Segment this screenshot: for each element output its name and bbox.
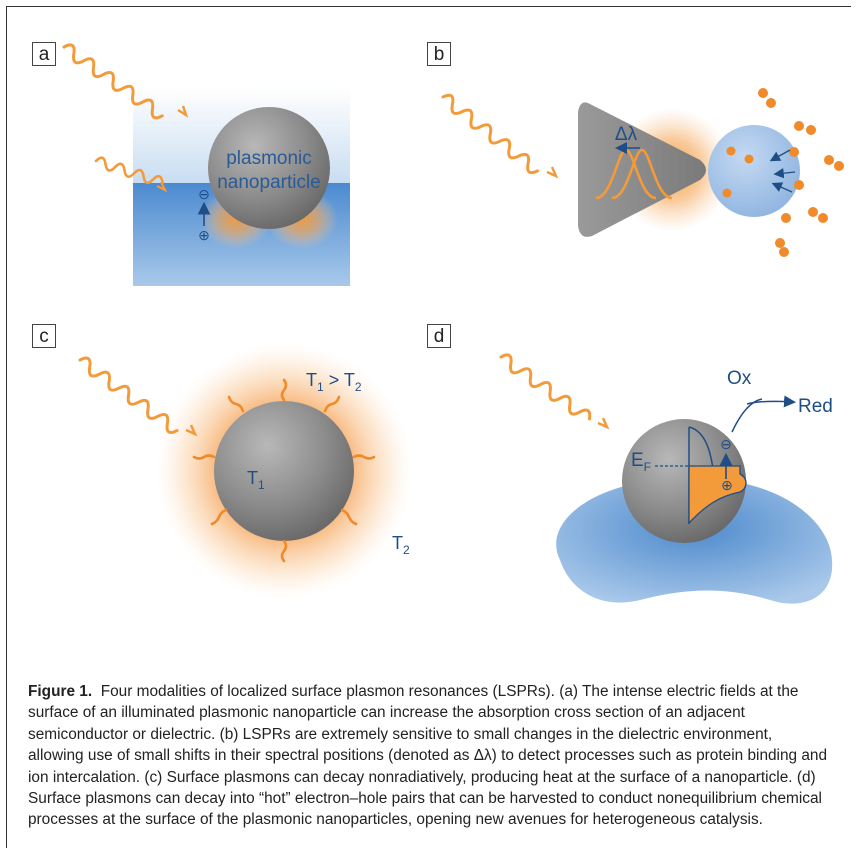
heat-squiggle-icon [340, 508, 358, 526]
heat-emission-arrows [192, 378, 376, 563]
heat-squiggle-icon [192, 454, 216, 460]
light-wave-small-arrowhead-icon [156, 181, 168, 193]
redox-arrow [746, 395, 796, 408]
electron-icon: ⊖ [198, 186, 210, 202]
filled-states [688, 465, 747, 525]
heat-squiggle-icon [227, 395, 245, 413]
binding-arrow [769, 149, 791, 162]
heat-squiggle-icon [323, 395, 341, 413]
binding-arrow [771, 182, 793, 193]
light-wave-icon [499, 353, 592, 421]
plasmonic-nanoparticle [208, 107, 330, 229]
temperature-relation: T1 > T2 [306, 370, 362, 394]
molecule-dot [722, 188, 732, 198]
particle-label-line1: plasmonic [226, 148, 312, 169]
oxidized-species-label: Ox [727, 368, 752, 389]
light-wave-icon [441, 93, 540, 175]
reduced-species-label: Red [798, 396, 833, 417]
light-wave-arrowhead-icon [597, 417, 610, 430]
molecule-dot [808, 207, 818, 217]
dielectric-environment [708, 125, 800, 217]
molecule-dot [744, 154, 754, 164]
panel-label-a: a [32, 42, 56, 66]
panel-b: Δλ [441, 88, 844, 257]
panel-label-c: c [32, 324, 56, 348]
delta-lambda-label: Δλ [615, 124, 638, 145]
light-wave-small-icon [94, 156, 164, 185]
caption-title: Figure 1. [28, 683, 93, 700]
hot-electron-icon: ⊖ [720, 436, 732, 452]
heat-squiggle-icon [352, 454, 376, 460]
panel-d: EF ⊖ ⊕ Ox Red [499, 353, 833, 604]
catalytic-nanoparticle [622, 419, 746, 543]
analyte-molecules [722, 88, 844, 257]
light-wave-arrowhead-icon [185, 424, 198, 437]
particle-label-line2: nanoparticle [217, 172, 321, 193]
light-wave-arrowhead-icon [177, 105, 189, 118]
molecule-dot [794, 180, 804, 190]
light-wave-icon [78, 356, 179, 434]
inner-temperature-label: T1 [247, 468, 265, 492]
molecule-dot [758, 88, 768, 98]
heat-squiggle-icon [210, 508, 228, 526]
light-wave-icon [62, 43, 164, 120]
molecule-dot [766, 98, 776, 108]
light-wave-arrowhead-icon [546, 166, 559, 179]
transfer-arrow [731, 398, 763, 433]
heat-squiggle-icon [280, 378, 288, 402]
fermi-level-label: EF [631, 450, 651, 474]
panel-c: T1 T1 > T2 T2 [78, 343, 412, 599]
molecule-dot [789, 147, 799, 157]
heated-nanoparticle [214, 401, 354, 541]
binding-arrows [769, 149, 796, 193]
molecule-dot [781, 213, 791, 223]
peak-shifted [611, 148, 673, 200]
molecule-dot [726, 146, 736, 156]
figure-illustration: plasmonic nanoparticle ⊖ ⊕ Δλ [62, 43, 844, 604]
outer-temperature-label: T2 [392, 533, 410, 557]
molecule-dot [779, 247, 789, 257]
molecule-dot [775, 238, 785, 248]
figure-frame [6, 6, 851, 848]
binding-arrow [773, 168, 796, 179]
hole-icon: ⊕ [198, 227, 210, 243]
figure-caption: Figure 1. Four modalities of localized s… [28, 681, 828, 831]
molecule-dot [794, 121, 804, 131]
hot-hole-icon: ⊕ [721, 477, 733, 493]
molecule-dot [824, 155, 834, 165]
panel-label-b: b [427, 42, 451, 66]
triangular-nanoparticle [578, 102, 706, 237]
panel-label-d: d [427, 324, 451, 348]
caption-body: Four modalities of localized surface pla… [28, 683, 828, 829]
panel-a: plasmonic nanoparticle ⊖ ⊕ [62, 43, 350, 286]
molecule-dot [834, 161, 844, 171]
heat-squiggle-icon [280, 539, 288, 563]
molecule-dot [806, 125, 816, 135]
molecule-dot [818, 213, 828, 223]
